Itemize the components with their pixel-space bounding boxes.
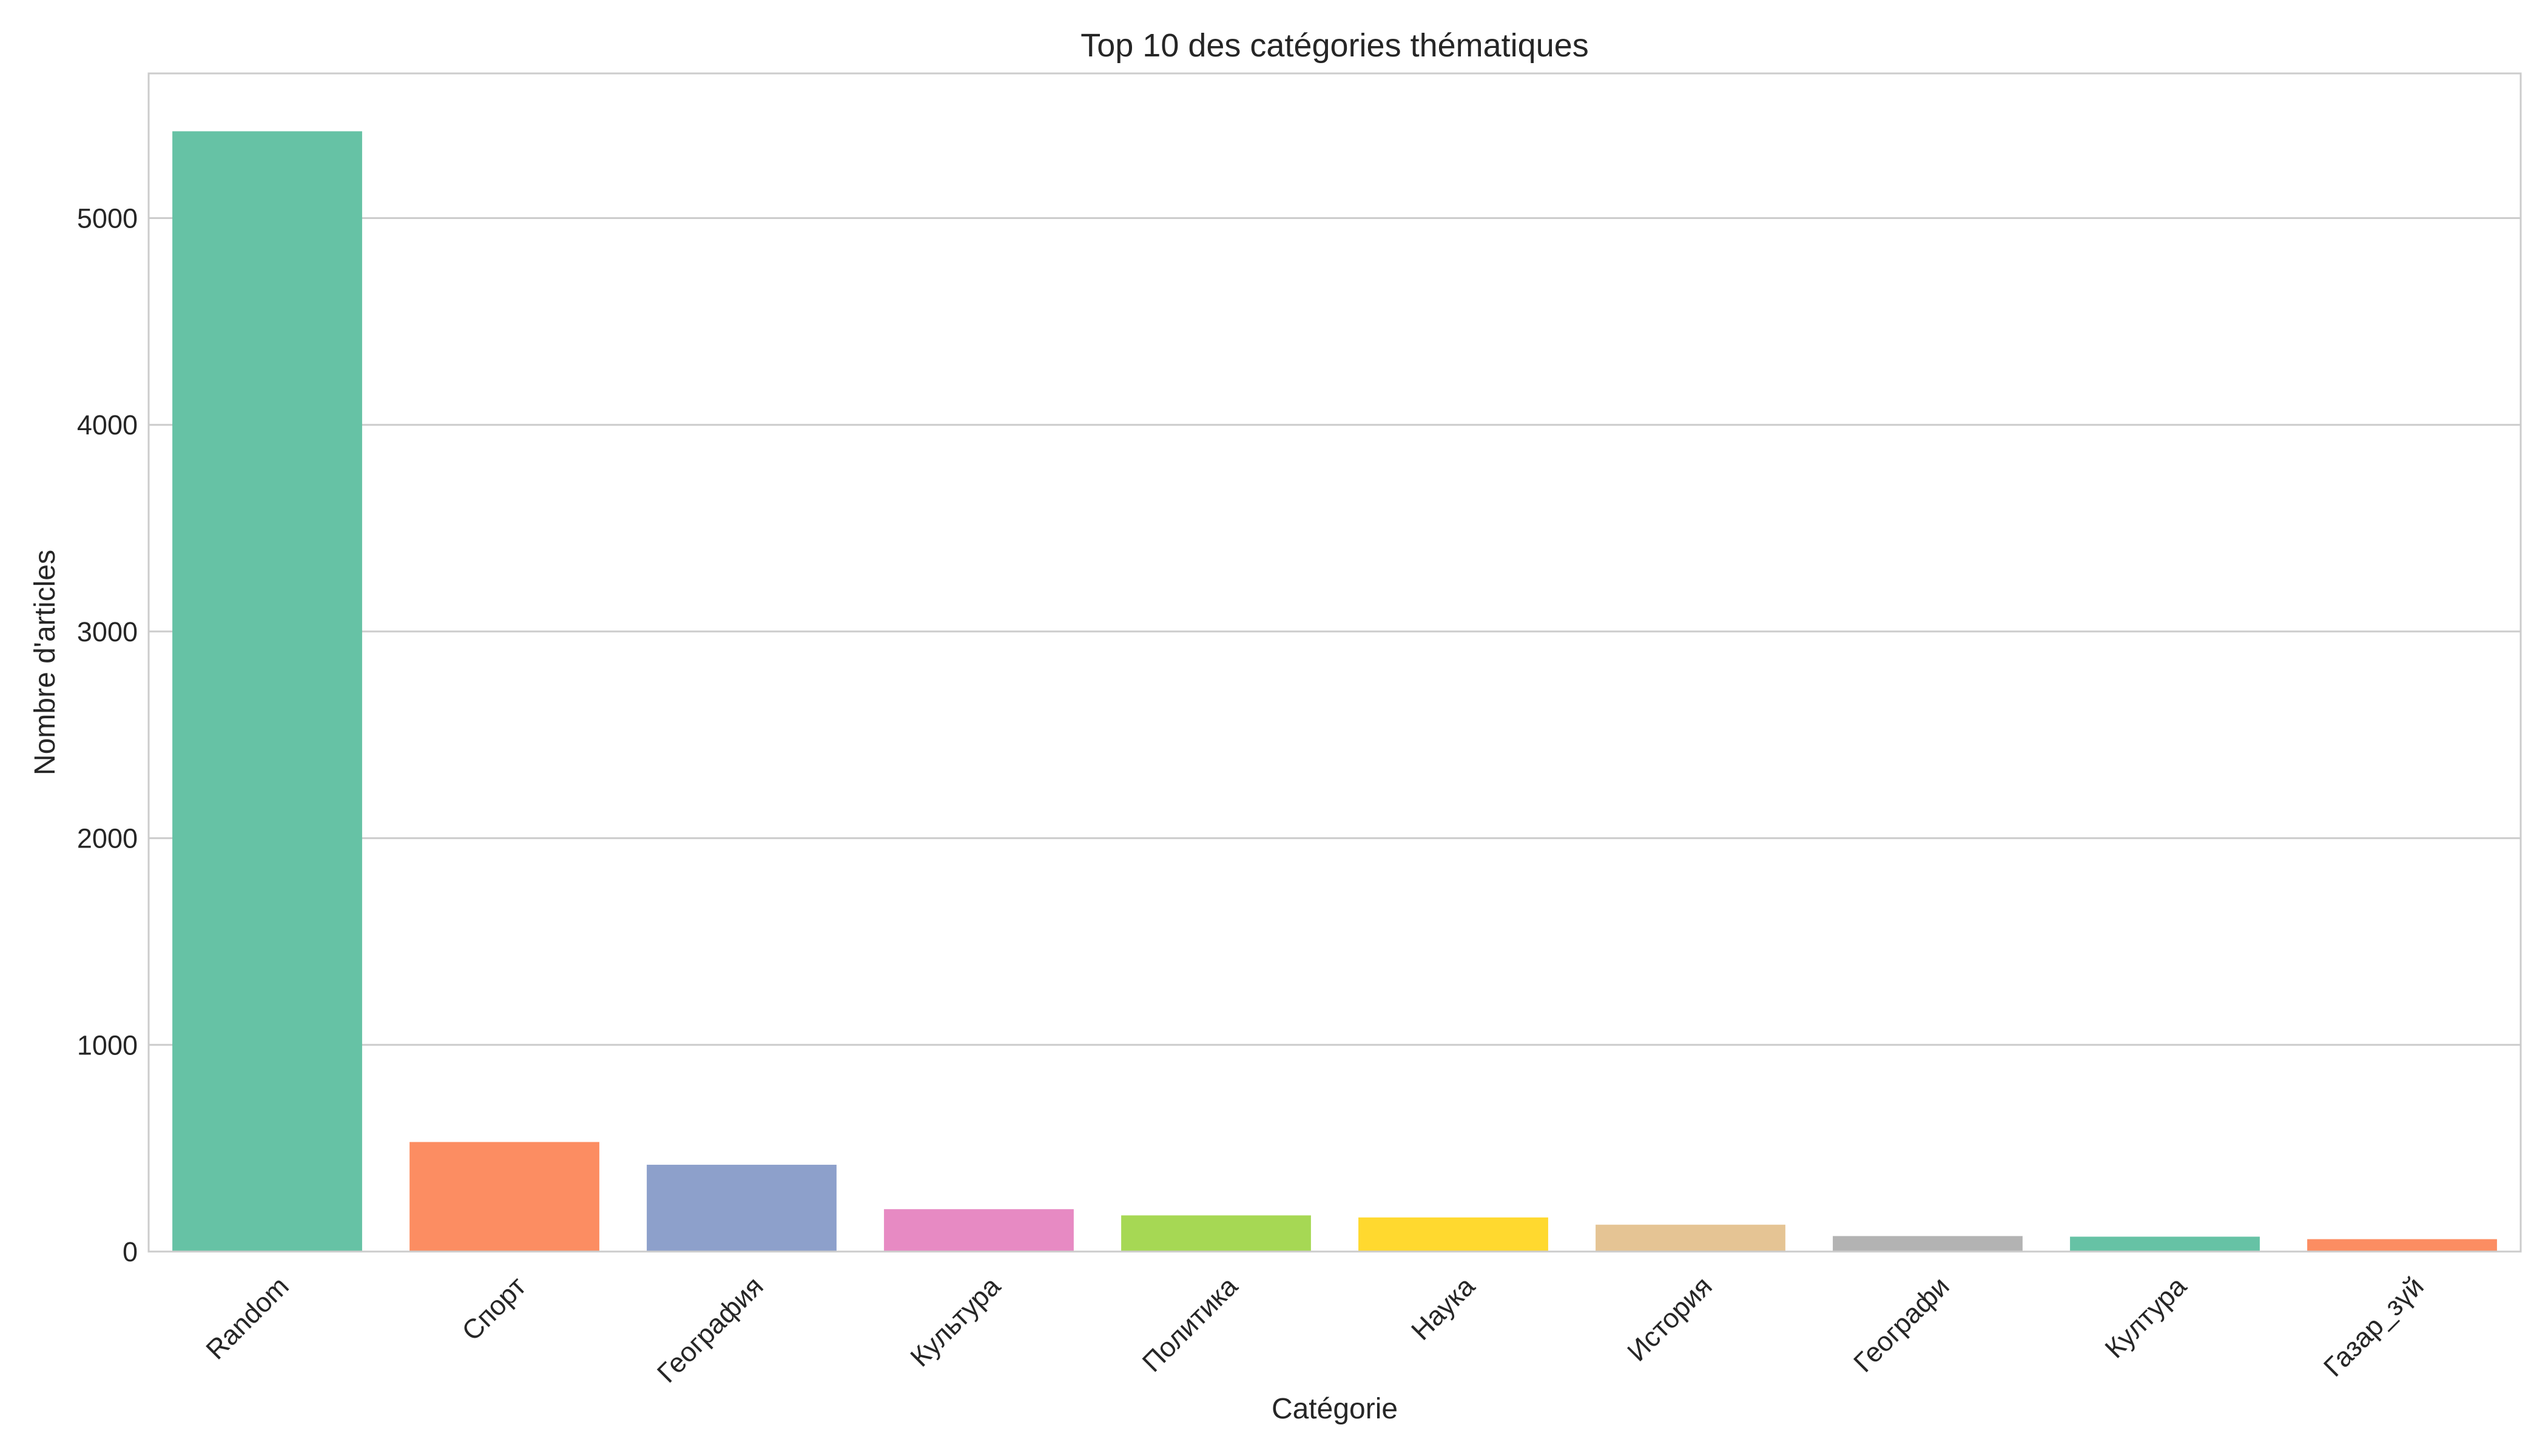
x-axis-label: Catégorie [1272,1393,1398,1425]
chart-title: Top 10 des catégories thématiques [1080,27,1589,64]
bar-1 [172,131,362,1252]
bars [172,131,2497,1252]
bar-9 [2070,1236,2260,1252]
bar-5 [1121,1215,1311,1252]
y-axis-label: Nombre d'articles [29,550,61,775]
y-tick-label: 1000 [77,1030,138,1060]
y-tick-label: 2000 [77,823,138,854]
plot-frame [147,72,2522,1253]
bar-4 [884,1209,1074,1252]
y-tick-label: 5000 [77,203,138,234]
bar-8 [1833,1236,2023,1252]
y-tick-label: 4000 [77,410,138,440]
bar-10 [2307,1239,2497,1252]
y-tick-label: 3000 [77,616,138,647]
y-tick-labels: 0 1000 2000 3000 4000 5000 [77,203,138,1267]
y-tick-label: 0 [123,1236,138,1267]
bar-6 [1358,1217,1548,1252]
bar-3 [647,1164,837,1252]
bar-2 [410,1142,599,1252]
bar-7 [1596,1224,1785,1252]
